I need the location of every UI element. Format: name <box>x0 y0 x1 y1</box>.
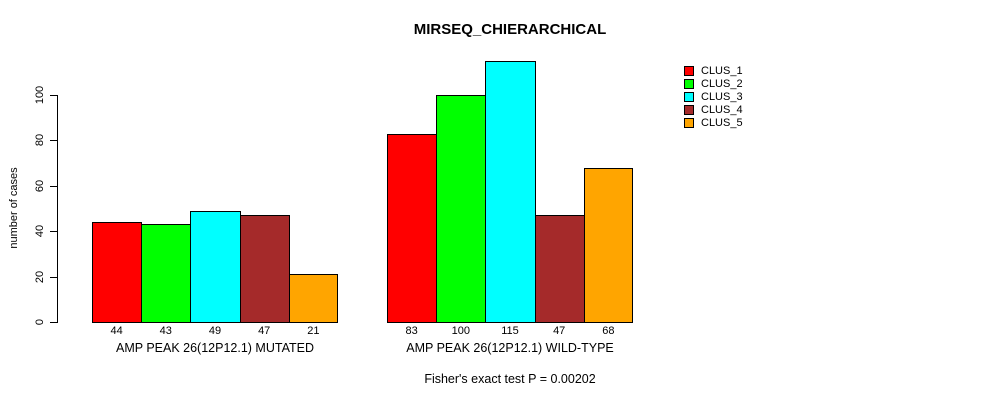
legend-label: CLUS_5 <box>701 117 743 130</box>
legend-label: CLUS_3 <box>701 90 743 103</box>
legend-item: CLUS_2 <box>684 77 743 90</box>
bar <box>583 167 633 323</box>
bar <box>436 95 487 323</box>
legend-color-swatch <box>684 118 694 129</box>
y-tick-label: 100 <box>34 85 46 105</box>
bar-value-label: 44 <box>110 325 123 337</box>
legend-item: CLUS_1 <box>684 64 743 77</box>
legend-color-swatch <box>684 105 694 116</box>
bar-value-label: 100 <box>451 325 470 337</box>
legend-label: CLUS_2 <box>701 77 743 90</box>
y-tick-label: 0 <box>34 318 46 326</box>
y-axis-label: number of cases <box>8 167 20 249</box>
y-tick-mark <box>50 231 57 233</box>
bar <box>92 222 143 323</box>
bar-value-label: 43 <box>159 325 172 337</box>
bar <box>288 274 338 323</box>
bar-value-label: 115 <box>501 325 519 337</box>
y-tick-mark <box>50 140 57 142</box>
y-tick-label: 60 <box>34 179 46 192</box>
legend: CLUS_1 CLUS_2 CLUS_3 CLUS_4 CLUS_5 <box>684 64 743 130</box>
y-tick-mark <box>50 322 57 323</box>
y-tick-mark <box>50 276 57 278</box>
legend-label: CLUS_1 <box>701 64 743 77</box>
fisher-test-annotation: Fisher's exact test P = 0.00202 <box>424 372 596 386</box>
group-label: AMP PEAK 26(12P12.1) MUTATED <box>116 341 314 355</box>
bar-value-label: 21 <box>307 325 320 337</box>
y-tick-mark <box>50 95 57 96</box>
bar <box>534 215 585 323</box>
y-tick-label: 80 <box>34 134 46 147</box>
bar-value-label: 68 <box>602 325 615 337</box>
y-tick-label: 20 <box>34 270 46 283</box>
group-label: AMP PEAK 26(12P12.1) WILD-TYPE <box>406 341 614 355</box>
bar <box>141 224 192 323</box>
legend-color-swatch <box>684 91 694 102</box>
y-tick-mark <box>50 185 57 187</box>
bar-value-label: 47 <box>553 325 566 337</box>
bar <box>387 133 438 323</box>
bar <box>485 60 536 323</box>
y-axis-line <box>57 95 58 323</box>
bar <box>239 215 290 323</box>
legend-color-swatch <box>684 78 694 89</box>
bar-value-label: 49 <box>208 325 222 337</box>
y-tick-label: 40 <box>34 225 46 238</box>
legend-item: CLUS_3 <box>684 90 743 103</box>
legend-label: CLUS_4 <box>701 104 743 117</box>
legend-item: CLUS_4 <box>684 104 743 117</box>
bar-value-label: 47 <box>258 325 271 337</box>
chart-title: MIRSEQ_CHIERARCHICAL <box>413 21 607 38</box>
legend-color-swatch <box>684 65 694 76</box>
bar <box>190 210 241 323</box>
legend-item: CLUS_5 <box>684 117 743 130</box>
bar-value-label: 83 <box>405 325 418 337</box>
